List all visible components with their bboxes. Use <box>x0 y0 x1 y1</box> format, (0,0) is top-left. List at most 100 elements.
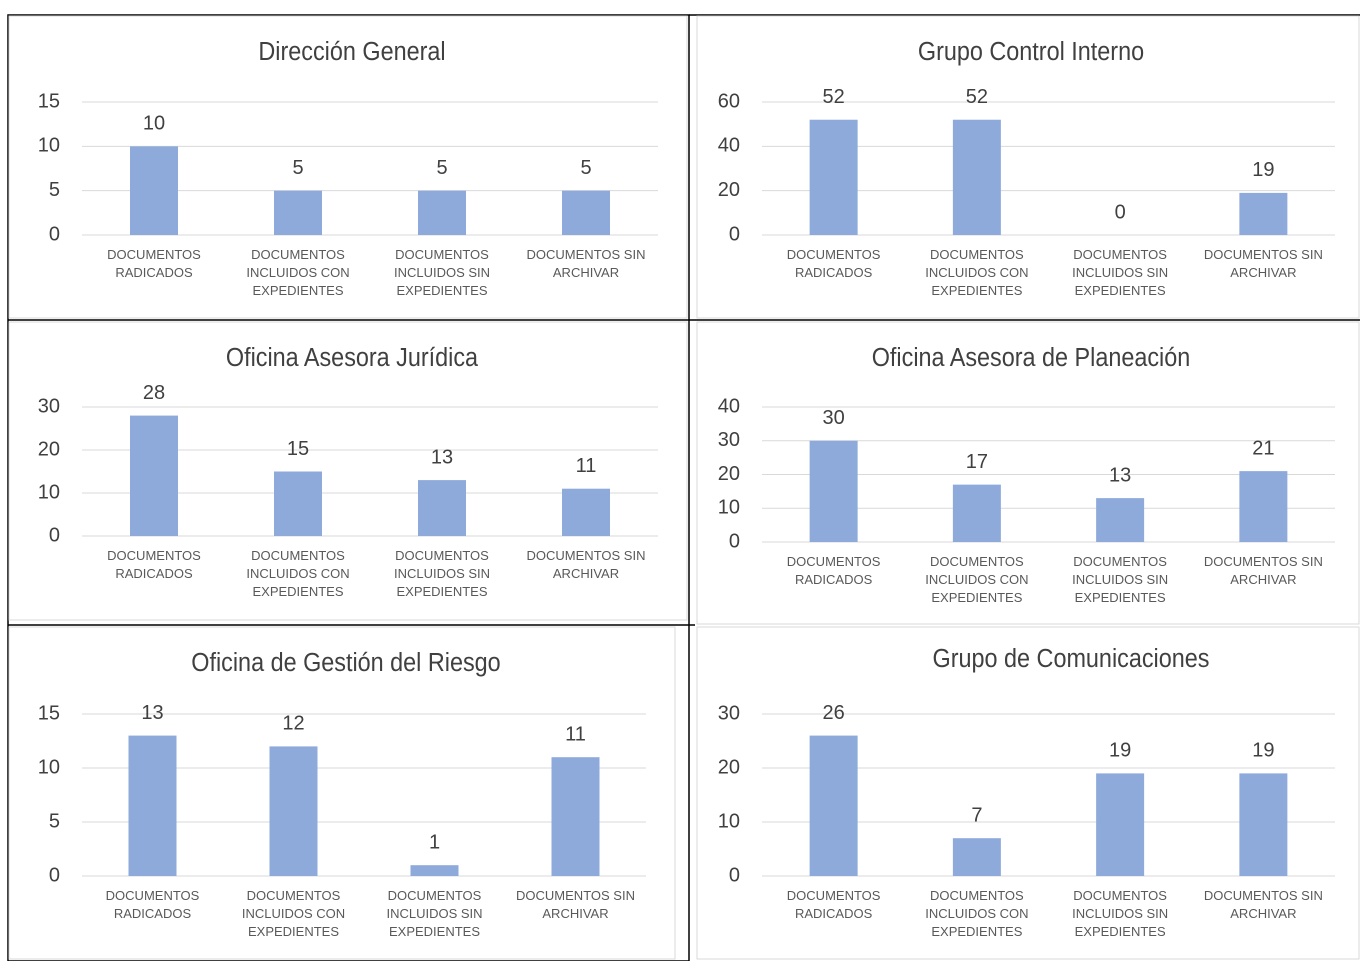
bar <box>274 190 322 235</box>
chart-title: Dirección General <box>258 38 445 66</box>
y-tick-label: 15 <box>38 702 60 724</box>
bar <box>418 480 466 536</box>
bar <box>269 746 318 876</box>
bar <box>952 838 1001 876</box>
y-tick-label: 0 <box>49 223 60 245</box>
data-label: 52 <box>823 86 845 108</box>
data-label: 28 <box>143 382 165 404</box>
x-tick-label: DOCUMENTOS RADICADOS <box>107 548 201 581</box>
data-label: 21 <box>1252 437 1274 459</box>
y-tick-label: 0 <box>49 524 60 546</box>
x-tick-label: DOCUMENTOS INCLUIDOS SIN EXPEDIENTES <box>393 548 491 599</box>
x-tick-label: DOCUMENTOS INCLUIDOS CON EXPEDIENTES <box>925 247 1029 298</box>
bar <box>130 415 178 536</box>
bar <box>809 119 858 235</box>
y-tick-label: 5 <box>49 179 60 201</box>
x-tick-label: DOCUMENTOS SIN ARCHIVAR <box>526 247 646 280</box>
data-label: 7 <box>971 804 982 826</box>
data-label: 19 <box>1109 740 1131 762</box>
bar <box>562 488 610 536</box>
bar <box>128 735 177 876</box>
bar <box>562 190 610 235</box>
bar <box>809 735 858 876</box>
x-tick-label: DOCUMENTOS SIN ARCHIVAR <box>526 548 646 581</box>
bar <box>1096 773 1145 876</box>
bar <box>410 865 459 876</box>
panel-border <box>8 15 688 319</box>
x-tick-label: DOCUMENTOS RADICADOS <box>786 247 881 280</box>
chart-title: Oficina Asesora Jurídica <box>226 344 478 372</box>
y-tick-label: 60 <box>718 90 740 112</box>
chart-title: Oficina de Gestión del Riesgo <box>191 649 500 677</box>
bar <box>130 146 178 235</box>
y-tick-label: 0 <box>729 223 740 245</box>
x-tick-label: DOCUMENTOS SIN ARCHIVAR <box>1203 554 1323 587</box>
x-tick-label: DOCUMENTOS INCLUIDOS SIN EXPEDIENTES <box>1072 554 1169 605</box>
data-label: 1 <box>429 831 440 853</box>
x-tick-label: DOCUMENTOS SIN ARCHIVAR <box>516 888 635 921</box>
y-tick-label: 30 <box>718 702 740 724</box>
y-tick-label: 15 <box>38 90 60 112</box>
y-tick-label: 20 <box>38 438 60 460</box>
y-tick-label: 10 <box>38 481 60 503</box>
x-tick-label: DOCUMENTOS INCLUIDOS CON EXPEDIENTES <box>246 247 350 298</box>
y-tick-label: 20 <box>718 179 740 201</box>
bar <box>952 119 1001 235</box>
frame-left <box>7 14 690 961</box>
x-tick-label: DOCUMENTOS INCLUIDOS CON EXPEDIENTES <box>925 554 1029 605</box>
bar <box>1096 498 1145 542</box>
y-tick-label: 0 <box>49 864 60 886</box>
data-label: 13 <box>431 446 453 468</box>
data-label: 52 <box>966 86 988 108</box>
chart-title: Oficina Asesora de Planeación <box>872 344 1191 372</box>
data-label: 13 <box>141 702 163 724</box>
y-tick-label: 20 <box>718 756 740 778</box>
data-label: 30 <box>823 407 845 429</box>
y-tick-label: 10 <box>38 756 60 778</box>
y-tick-label: 10 <box>718 810 740 832</box>
bar <box>952 484 1001 542</box>
y-tick-label: 40 <box>718 395 740 417</box>
panel-border <box>696 321 1360 625</box>
data-label: 0 <box>1115 201 1126 223</box>
data-label: 26 <box>823 702 845 724</box>
x-tick-label: DOCUMENTOS INCLUIDOS SIN EXPEDIENTES <box>393 247 491 298</box>
data-label: 11 <box>576 455 597 477</box>
x-tick-label: DOCUMENTOS INCLUIDOS SIN EXPEDIENTES <box>386 888 483 939</box>
bar <box>1239 773 1288 876</box>
data-label: 13 <box>1109 464 1131 486</box>
data-label: 5 <box>436 157 447 179</box>
chart-title: Grupo Control Interno <box>918 38 1144 66</box>
x-tick-label: DOCUMENTOS SIN ARCHIVAR <box>1203 888 1323 921</box>
data-label: 19 <box>1252 159 1274 181</box>
x-tick-label: DOCUMENTOS SIN ARCHIVAR <box>1203 247 1323 280</box>
x-tick-label: DOCUMENTOS RADICADOS <box>786 888 881 921</box>
y-tick-label: 0 <box>729 864 740 886</box>
data-label: 5 <box>292 157 303 179</box>
bar <box>551 757 600 876</box>
x-tick-label: DOCUMENTOS INCLUIDOS SIN EXPEDIENTES <box>1072 888 1169 939</box>
y-tick-label: 30 <box>718 429 740 451</box>
data-label: 11 <box>565 723 586 745</box>
panel-border <box>8 321 688 621</box>
x-tick-label: DOCUMENTOS INCLUIDOS CON EXPEDIENTES <box>246 548 350 599</box>
panel-border <box>8 626 676 960</box>
bar <box>1239 192 1288 235</box>
y-tick-label: 5 <box>49 810 60 832</box>
x-tick-label: DOCUMENTOS RADICADOS <box>107 247 201 280</box>
chart-title: Grupo de Comunicaciones <box>933 645 1210 673</box>
x-tick-label: DOCUMENTOS INCLUIDOS CON EXPEDIENTES <box>241 888 346 939</box>
data-label: 5 <box>580 157 591 179</box>
y-tick-label: 30 <box>38 395 60 417</box>
bar <box>1239 471 1288 542</box>
x-tick-label: DOCUMENTOS RADICADOS <box>786 554 881 587</box>
data-label: 15 <box>287 438 309 460</box>
y-tick-label: 10 <box>718 497 740 519</box>
bar <box>418 190 466 235</box>
x-tick-label: DOCUMENTOS RADICADOS <box>105 888 200 921</box>
y-tick-label: 20 <box>718 463 740 485</box>
bar <box>809 440 858 542</box>
y-tick-label: 0 <box>729 530 740 552</box>
